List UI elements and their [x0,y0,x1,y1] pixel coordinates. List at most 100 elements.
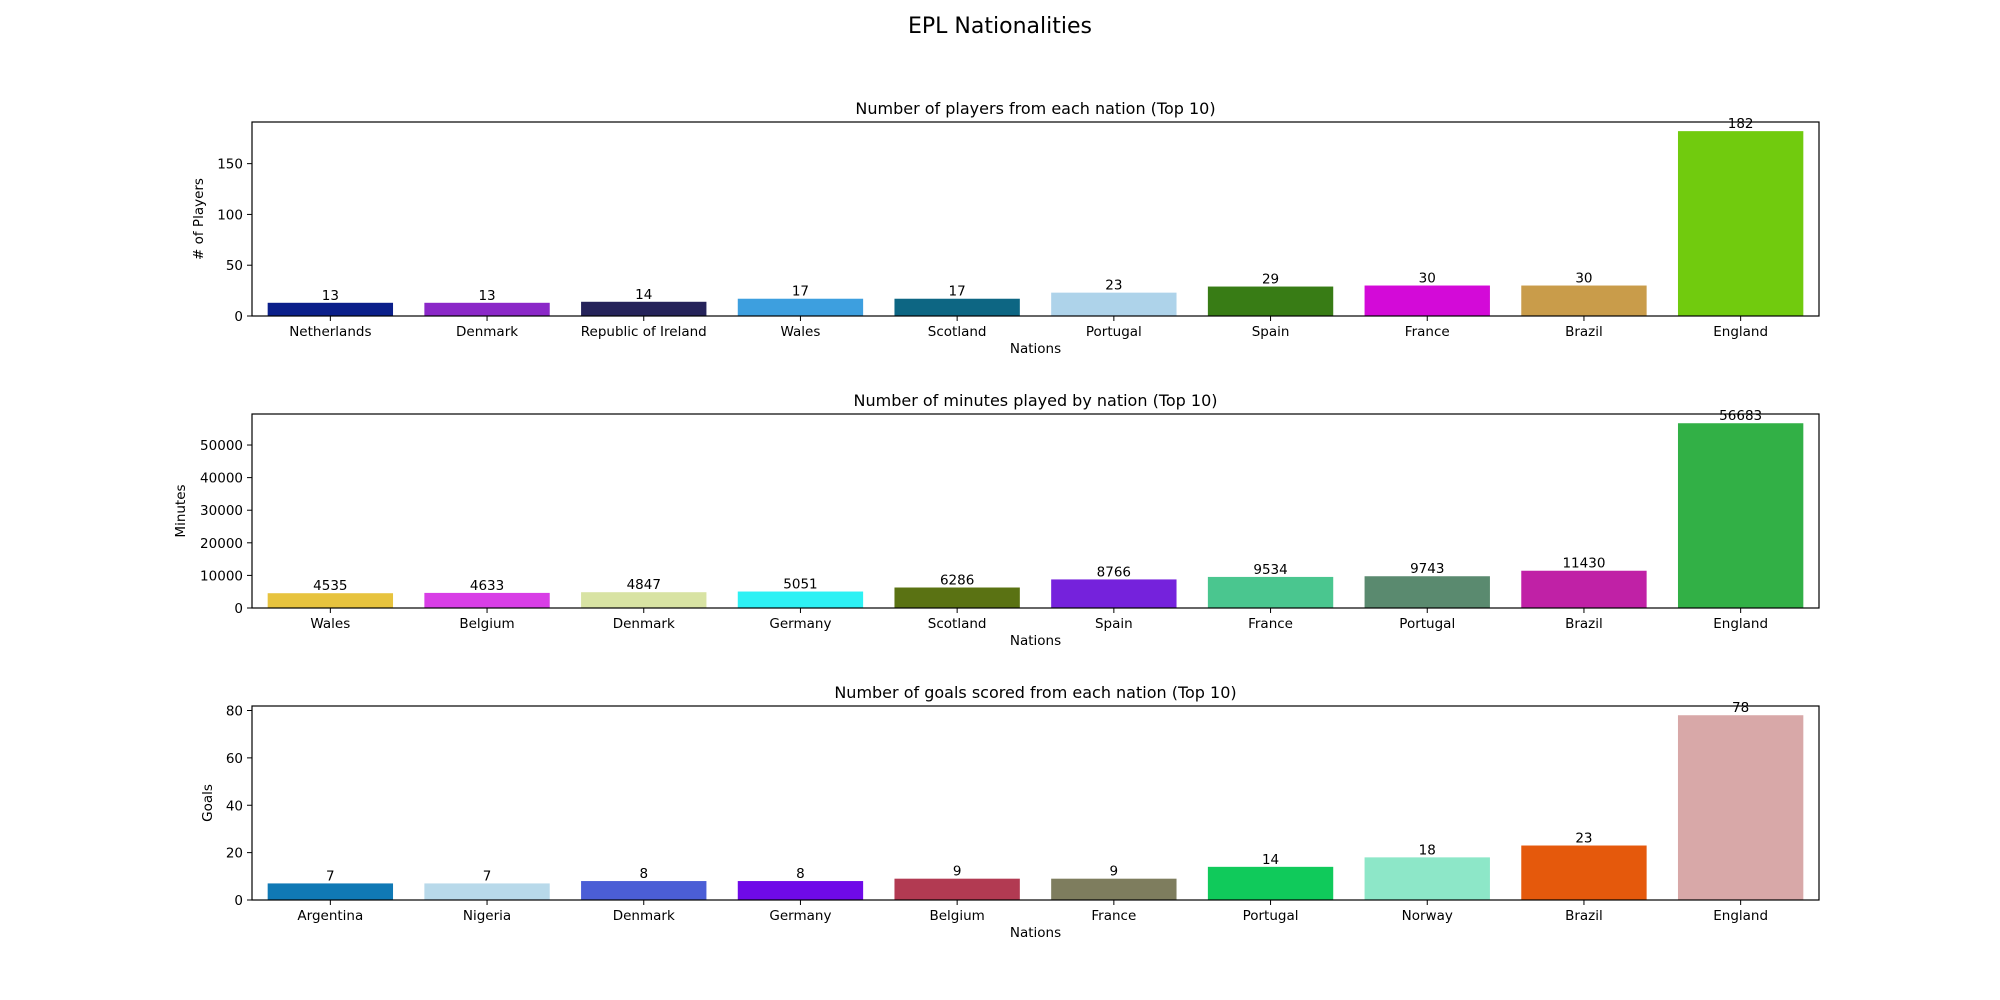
x-tick-label: Denmark [456,324,518,340]
bar-value-label: 14 [1262,852,1279,868]
bar [267,593,394,608]
x-tick-label: Portugal [1086,324,1142,340]
plot-frame [251,121,1820,317]
x-tick-label: England [1713,908,1768,924]
x-tick-label: Portugal [1243,908,1299,924]
bar-value-label: 6286 [940,573,974,589]
x-tick-label: Republic of Ireland [581,324,707,340]
bar-value-label: 8 [796,866,805,882]
y-tick-label: 50000 [200,438,243,454]
bar [1677,131,1804,316]
bar [424,302,550,316]
bar-value-label: 56683 [1719,408,1762,424]
bar-value-label: 14 [635,287,652,303]
chart-title: Number of players from each nation (Top … [855,99,1215,118]
x-tick-label: Netherlands [289,324,371,340]
y-tick-label: 40000 [200,471,243,487]
x-tick-label: Spain [1095,616,1133,632]
x-tick-label: Scotland [928,616,987,632]
bar [1521,285,1647,316]
x-tick-label: Belgium [929,908,984,924]
x-tick-label: Brazil [1565,908,1603,924]
x-tick-label: Belgium [459,616,514,632]
y-tick-label: 0 [234,893,243,909]
chart-title: Number of minutes played by nation (Top … [854,391,1218,410]
bar-value-label: 13 [478,288,495,304]
bar-value-label: 5051 [783,577,817,593]
x-tick-label: Wales [781,324,821,340]
bar-value-label: 29 [1262,272,1279,288]
bar-value-label: 8 [639,866,648,882]
x-tick-label: Portugal [1399,616,1455,632]
y-tick-label: 0 [234,601,243,617]
bar [1364,285,1490,316]
bar-value-label: 9 [1110,864,1119,880]
bar [1207,576,1334,608]
bar [581,301,707,316]
x-tick-label: Germany [769,908,831,924]
bar [737,881,864,900]
y-axis-label: Goals [200,784,216,822]
bar [1521,845,1647,900]
bar-value-label: 9534 [1253,562,1287,578]
x-axis-label: Nations [1010,925,1061,941]
x-tick-label: England [1713,324,1768,340]
bar [1677,423,1804,608]
y-tick-label: 60 [226,751,243,767]
x-tick-label: France [1405,324,1450,340]
bar [1051,579,1177,608]
bar-value-label: 78 [1732,700,1749,716]
bar [267,883,394,900]
chart-title: Number of goals scored from each nation … [834,683,1236,702]
bar-value-label: 11430 [1562,556,1605,572]
bar-value-label: 30 [1575,271,1592,287]
bar-value-label: 182 [1728,116,1754,132]
minutes-chart: Number of minutes played by nation (Top … [173,391,1820,649]
x-tick-label: Germany [769,616,831,632]
bar-value-label: 9 [953,864,962,880]
bar-value-label: 18 [1419,842,1436,858]
bar [1207,866,1334,900]
x-tick-label: Brazil [1565,616,1603,632]
bar [267,302,394,316]
y-tick-label: 150 [217,157,243,173]
bar [1051,292,1177,316]
x-tick-label: Brazil [1565,324,1603,340]
bar-value-label: 17 [792,284,809,300]
bar-value-label: 17 [949,284,966,300]
bar [1521,570,1647,608]
x-tick-label: Scotland [928,324,987,340]
x-axis-label: Nations [1010,633,1061,649]
x-tick-label: England [1713,616,1768,632]
bar-value-label: 4847 [627,577,661,593]
bar [424,883,550,900]
bar [581,592,707,608]
bar-value-label: 4535 [313,578,347,594]
y-tick-label: 80 [226,704,243,720]
bar-value-label: 13 [322,288,339,304]
x-tick-label: Spain [1252,324,1290,340]
bar [581,881,707,900]
bar [737,591,864,608]
x-tick-label: Argentina [297,908,363,924]
plot-frame [251,705,1820,901]
y-axis-label: Minutes [173,484,189,537]
x-tick-label: France [1248,616,1293,632]
x-axis-label: Nations [1010,341,1061,357]
figure-title: EPL Nationalities [908,14,1092,39]
bar [894,298,1020,316]
y-tick-label: 100 [217,207,243,223]
y-tick-label: 30000 [200,503,243,519]
plot-frame [251,413,1820,609]
x-tick-label: Nigeria [463,908,511,924]
bar-value-label: 7 [483,868,492,884]
x-tick-label: Denmark [613,908,675,924]
bar [737,298,864,316]
x-tick-label: Wales [310,616,350,632]
y-tick-label: 10000 [200,568,243,584]
bar [1051,878,1177,900]
bar-value-label: 23 [1105,278,1122,294]
x-tick-label: Norway [1402,908,1453,924]
bar-value-label: 30 [1419,271,1436,287]
bar [894,587,1020,608]
